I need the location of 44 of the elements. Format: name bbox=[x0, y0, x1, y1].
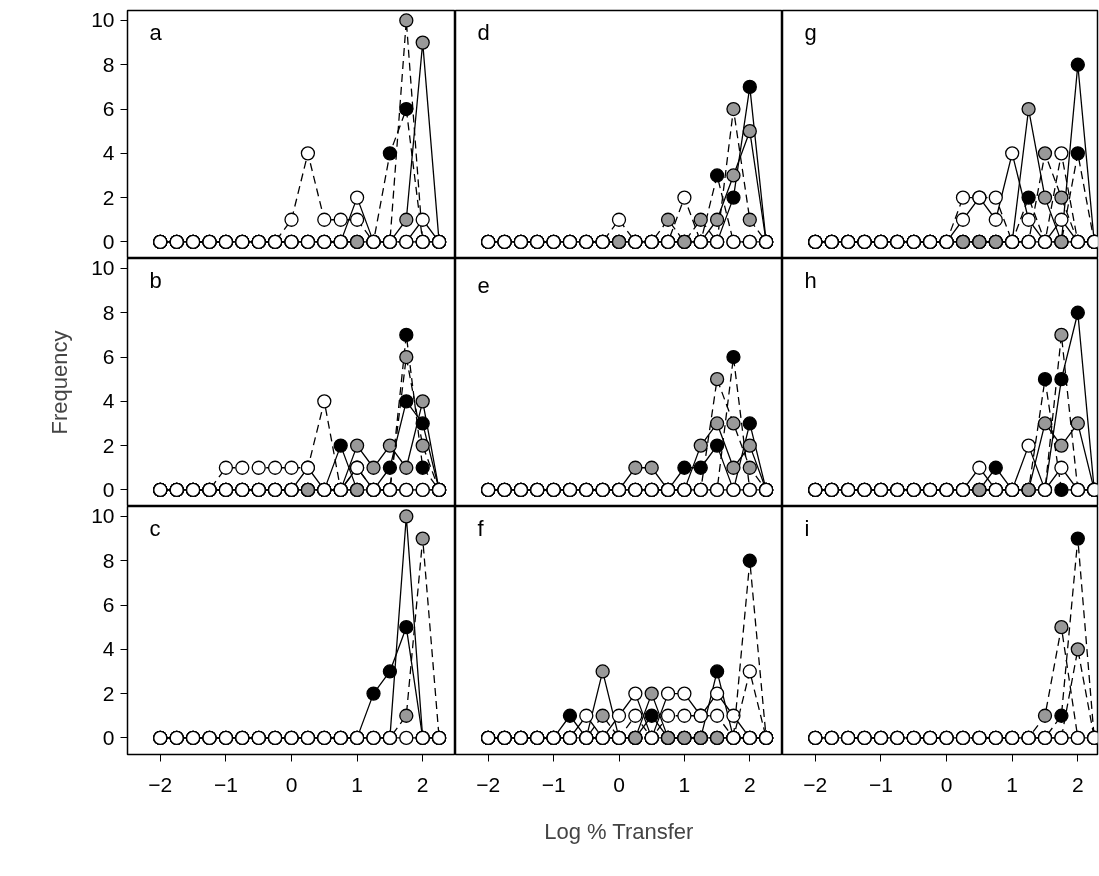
y-tick-label: 6 bbox=[102, 593, 115, 617]
y-tick-label: 2 bbox=[102, 185, 115, 209]
chart-title: b bbox=[149, 267, 162, 293]
chart-title: h bbox=[804, 267, 817, 293]
y-tick-label: 0 bbox=[102, 725, 115, 749]
y-tick-label: 6 bbox=[102, 97, 115, 121]
x-tick-label: 0 bbox=[613, 772, 625, 796]
y-tick-label: 0 bbox=[102, 229, 115, 253]
y-tick-label: 2 bbox=[102, 433, 115, 457]
y-tick-label: 2 bbox=[102, 681, 115, 705]
x-tick-label: 1 bbox=[678, 772, 691, 796]
y-tick-label: 4 bbox=[102, 141, 115, 165]
y-tick-label: 10 bbox=[91, 504, 115, 528]
y-tick-label: 4 bbox=[102, 637, 115, 661]
x-tick-label: −1 bbox=[868, 772, 893, 796]
x-tick-label: −2 bbox=[803, 772, 828, 796]
x-tick-label: −1 bbox=[213, 772, 238, 796]
chart-title: a bbox=[149, 19, 163, 45]
y-tick-label: 10 bbox=[91, 8, 115, 32]
x-tick-label: −2 bbox=[148, 772, 173, 796]
x-tick-label: 1 bbox=[1006, 772, 1019, 796]
text: i bbox=[804, 515, 810, 541]
chart-title: f bbox=[477, 515, 485, 541]
text: e bbox=[477, 272, 490, 298]
y-tick-label: 6 bbox=[102, 345, 115, 369]
y-tick-label: 4 bbox=[102, 389, 115, 413]
y-axis-title: Frequency bbox=[47, 330, 73, 435]
y-tick-label: 10 bbox=[91, 256, 115, 280]
y-tick-label: 8 bbox=[102, 52, 115, 76]
chart-title: g bbox=[804, 19, 817, 45]
x-tick-label: 2 bbox=[416, 772, 429, 796]
x-tick-label: 0 bbox=[285, 772, 298, 796]
x-axis-title: Log % Transfer bbox=[544, 818, 694, 844]
x-tick-label: 0 bbox=[940, 772, 953, 796]
chart-title: d bbox=[477, 19, 490, 45]
y-tick-label: 0 bbox=[102, 477, 115, 501]
y-tick-label: 8 bbox=[102, 300, 115, 324]
x-tick-label: 1 bbox=[351, 772, 363, 796]
x-tick-label: 2 bbox=[1071, 772, 1084, 796]
y-tick-label: 8 bbox=[102, 548, 115, 572]
text: c bbox=[149, 515, 161, 541]
x-tick-label: 2 bbox=[743, 772, 756, 796]
x-tick-label: −2 bbox=[476, 772, 501, 796]
x-tick-label: −1 bbox=[541, 772, 566, 796]
